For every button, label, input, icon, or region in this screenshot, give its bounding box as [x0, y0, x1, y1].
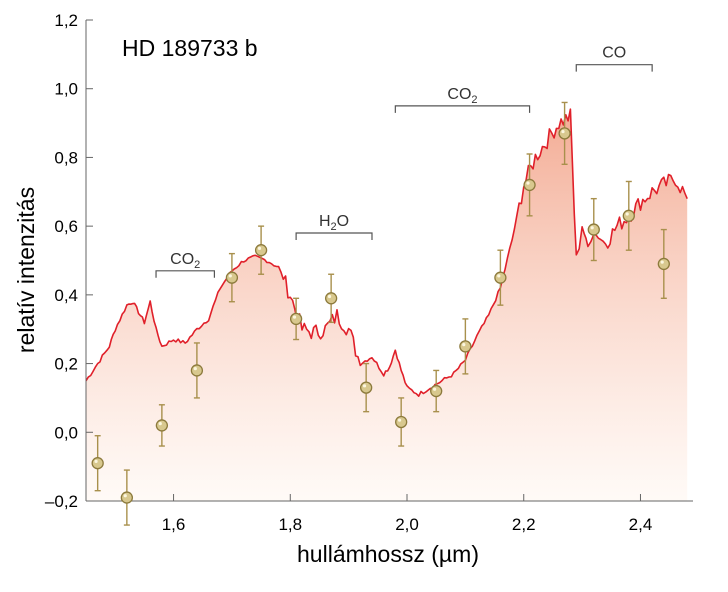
molecule-annotations: CO2 H2O CO2 CO	[155, 45, 653, 278]
data-point-marker	[494, 271, 507, 284]
data-point	[289, 297, 303, 341]
molecule-label: H2O	[319, 213, 349, 233]
data-point-highlight	[94, 459, 98, 464]
data-point	[190, 342, 204, 399]
data-point-marker	[190, 364, 204, 377]
data-point-marker	[657, 257, 670, 271]
data-point-marker	[459, 340, 472, 353]
data-points-layer	[91, 101, 670, 526]
data-point-highlight	[292, 315, 297, 319]
y-tick-label: 0,4	[54, 286, 78, 305]
data-point-marker	[120, 491, 134, 504]
molecule-bracket: CO2	[155, 251, 216, 278]
data-point-highlight	[362, 384, 367, 388]
data-point-marker	[289, 312, 303, 326]
data-point-marker	[155, 419, 169, 432]
data-point-marker	[91, 457, 104, 470]
y-tick-label: –0,2	[45, 492, 78, 511]
data-point-highlight	[432, 387, 437, 391]
data-point-highlight	[660, 260, 664, 264]
y-tick-label: 0,8	[54, 148, 78, 167]
x-tick-label: 2,0	[395, 515, 419, 534]
molecule-bracket: CO2	[394, 86, 531, 113]
x-axis-ticks: 1,6 1,8 2,0 2,2 2,4	[162, 494, 653, 534]
data-point	[430, 369, 443, 413]
chart-title: HD 189733 b	[122, 35, 258, 61]
model-spectrum-line	[86, 108, 688, 397]
y-axis-ticks: –0,2 0,0 0,2 0,4 0,6 0,8 1,0 1,2	[45, 11, 93, 511]
data-point-highlight	[497, 274, 501, 278]
y-tick-label: 1,2	[54, 11, 78, 30]
data-point-highlight	[590, 226, 594, 230]
data-point-marker	[360, 381, 373, 394]
x-tick-label: 1,8	[278, 515, 302, 534]
data-point	[587, 197, 600, 262]
data-point-highlight	[228, 274, 232, 278]
data-point	[360, 362, 373, 413]
data-point	[558, 101, 571, 166]
data-point-highlight	[561, 129, 565, 134]
data-point-marker	[324, 292, 338, 305]
y-axis-label: relatív intenzitás	[13, 187, 39, 353]
y-tick-label: 0,0	[54, 423, 78, 442]
x-axis-label: hullámhossz (µm)	[297, 541, 479, 567]
data-point	[225, 252, 239, 303]
y-tick-label: 1,0	[54, 80, 78, 99]
data-point	[459, 318, 472, 375]
x-tick-label: 1,6	[162, 515, 186, 534]
data-point-highlight	[123, 494, 127, 498]
data-point	[395, 397, 408, 447]
model-spectrum-fill	[86, 109, 688, 501]
data-point-marker	[558, 127, 571, 140]
data-point-highlight	[462, 342, 466, 347]
molecule-label: CO2	[447, 86, 477, 106]
data-point	[324, 273, 338, 324]
data-point	[523, 153, 536, 217]
data-point	[622, 180, 635, 251]
data-point-marker	[225, 271, 239, 284]
data-point	[254, 225, 268, 275]
y-tick-label: 0,6	[54, 217, 78, 236]
data-point	[155, 404, 169, 447]
molecule-bracket: CO	[575, 45, 653, 72]
data-point	[494, 249, 507, 306]
model-spectrum-layer	[86, 108, 688, 501]
molecule-label: CO	[602, 45, 626, 62]
data-point-marker	[523, 178, 536, 192]
data-point	[657, 228, 670, 299]
y-tick-label: 0,2	[54, 355, 78, 374]
molecule-bracket: H2O	[295, 213, 373, 241]
data-point	[120, 469, 134, 526]
data-point-highlight	[257, 246, 262, 250]
data-point-marker	[254, 244, 268, 257]
data-point-highlight	[327, 294, 332, 299]
data-point-marker	[587, 223, 600, 236]
data-point	[91, 435, 104, 492]
data-point-marker	[430, 384, 443, 398]
data-point-highlight	[625, 212, 629, 216]
data-point-marker	[395, 415, 408, 429]
x-tick-label: 2,2	[512, 515, 536, 534]
data-point-highlight	[158, 422, 162, 426]
molecule-label: CO2	[170, 251, 200, 271]
data-point-marker	[622, 209, 635, 222]
data-point-highlight	[397, 418, 402, 422]
data-point-highlight	[193, 367, 197, 371]
data-point-highlight	[526, 181, 530, 185]
x-tick-label: 2,4	[629, 515, 653, 534]
